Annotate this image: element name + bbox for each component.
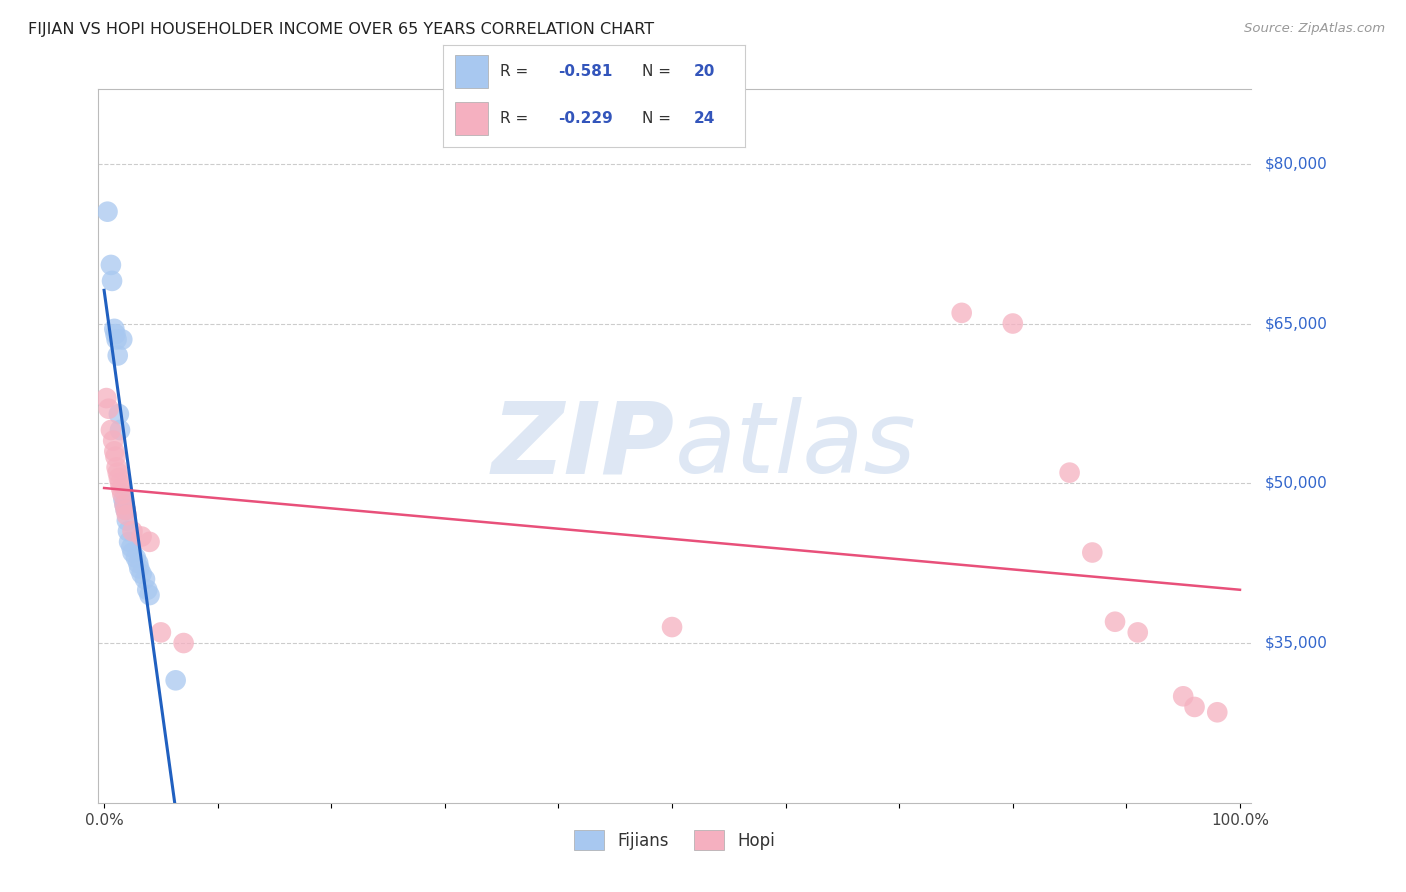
- Point: [173, 636, 195, 650]
- Point: [110, 482, 132, 496]
- Point: [1206, 706, 1229, 720]
- Point: [107, 349, 129, 363]
- Point: [1081, 545, 1104, 559]
- Point: [100, 423, 122, 437]
- Text: $80,000: $80,000: [1265, 156, 1329, 171]
- Point: [165, 673, 187, 688]
- Text: FIJIAN VS HOPI HOUSEHOLDER INCOME OVER 65 YEARS CORRELATION CHART: FIJIAN VS HOPI HOUSEHOLDER INCOME OVER 6…: [28, 22, 654, 37]
- Point: [1173, 690, 1195, 704]
- Text: $65,000: $65,000: [1265, 316, 1329, 331]
- Point: [108, 471, 131, 485]
- Text: -0.229: -0.229: [558, 111, 613, 126]
- Text: -0.581: -0.581: [558, 63, 612, 78]
- Text: 20: 20: [693, 63, 716, 78]
- Point: [114, 503, 136, 517]
- Text: atlas: atlas: [675, 398, 917, 494]
- Point: [115, 508, 138, 523]
- Point: [111, 333, 134, 347]
- Point: [108, 476, 131, 491]
- Point: [131, 566, 153, 581]
- Point: [138, 588, 160, 602]
- Point: [121, 545, 143, 559]
- Point: [104, 327, 127, 342]
- Point: [1104, 615, 1126, 629]
- Point: [96, 204, 118, 219]
- Point: [104, 450, 127, 464]
- Point: [117, 524, 139, 539]
- Text: R =: R =: [501, 63, 533, 78]
- Text: Source: ZipAtlas.com: Source: ZipAtlas.com: [1244, 22, 1385, 36]
- Point: [97, 401, 120, 416]
- Point: [1126, 625, 1149, 640]
- Point: [103, 444, 125, 458]
- Point: [121, 524, 143, 539]
- Point: [1184, 700, 1206, 714]
- Point: [136, 582, 159, 597]
- Point: [103, 434, 125, 448]
- Point: [105, 460, 128, 475]
- Text: R =: R =: [501, 111, 533, 126]
- Point: [115, 514, 138, 528]
- Text: ZIP: ZIP: [492, 398, 675, 494]
- Point: [138, 534, 160, 549]
- Point: [112, 492, 135, 507]
- Point: [107, 466, 129, 480]
- Point: [108, 407, 131, 421]
- Point: [661, 620, 683, 634]
- Point: [96, 391, 118, 405]
- Point: [125, 550, 148, 565]
- Point: [134, 572, 156, 586]
- Point: [111, 487, 134, 501]
- Point: [950, 306, 973, 320]
- Text: N =: N =: [643, 63, 676, 78]
- Point: [101, 274, 124, 288]
- Text: 24: 24: [693, 111, 716, 126]
- Point: [149, 625, 172, 640]
- Point: [128, 561, 150, 575]
- Point: [114, 498, 136, 512]
- Point: [103, 322, 125, 336]
- Point: [1059, 466, 1081, 480]
- Point: [120, 540, 142, 554]
- Bar: [456, 55, 488, 87]
- Point: [127, 556, 149, 570]
- Point: [131, 529, 153, 543]
- Legend: Fijians, Hopi: Fijians, Hopi: [567, 822, 783, 859]
- Bar: [456, 102, 488, 135]
- Text: N =: N =: [643, 111, 676, 126]
- Point: [118, 534, 141, 549]
- Point: [105, 333, 128, 347]
- Point: [114, 503, 136, 517]
- Text: $50,000: $50,000: [1265, 475, 1329, 491]
- Point: [108, 423, 131, 437]
- Point: [114, 498, 136, 512]
- Point: [100, 258, 122, 272]
- Text: $35,000: $35,000: [1265, 635, 1329, 650]
- Point: [1001, 317, 1024, 331]
